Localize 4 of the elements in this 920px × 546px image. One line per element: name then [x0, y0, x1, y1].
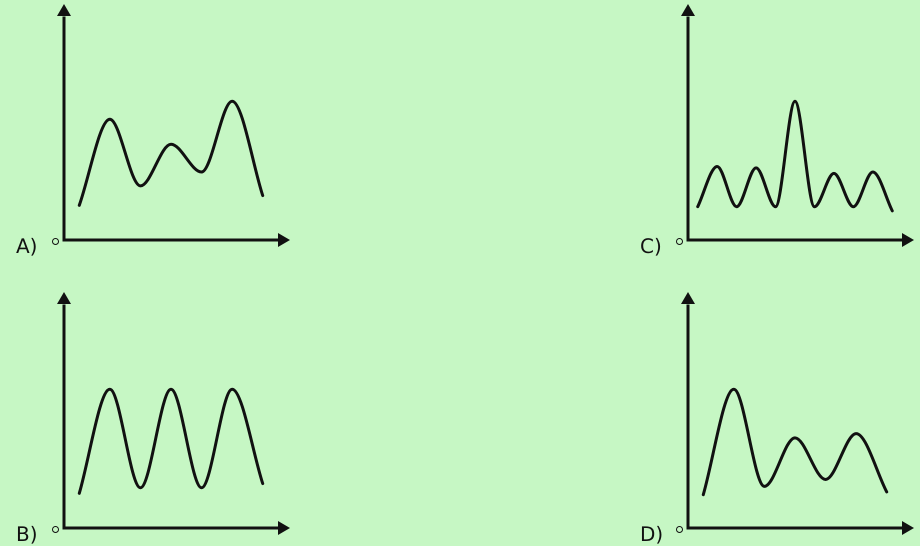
- text: C): [640, 234, 662, 258]
- text: A): [16, 234, 38, 258]
- text: B): [16, 522, 38, 546]
- text: D): [640, 522, 664, 546]
